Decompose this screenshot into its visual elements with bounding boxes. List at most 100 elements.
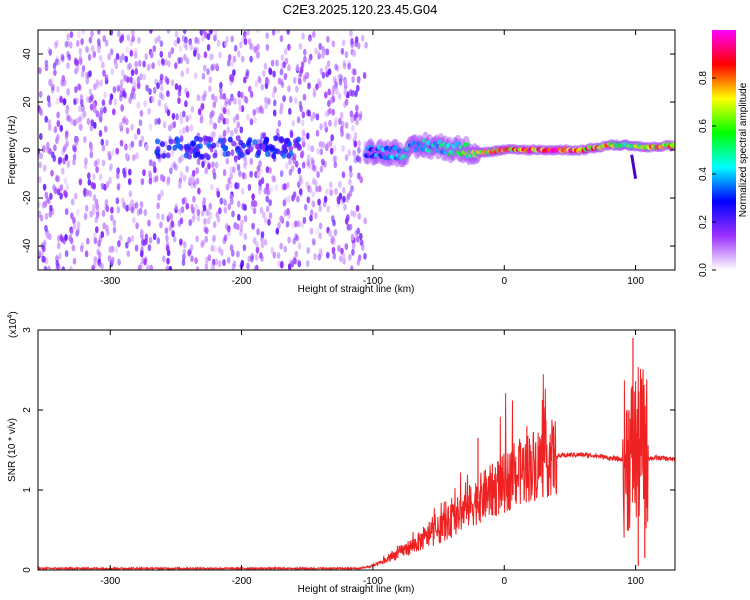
heatmap-noise-cell <box>321 141 326 149</box>
heatmap-noise-cell <box>237 50 241 58</box>
heatmap-noise-cell <box>193 72 198 79</box>
heatmap-noise-cell <box>240 259 245 267</box>
heatmap-band-cell <box>168 138 174 145</box>
heatmap-noise-cell <box>154 78 158 86</box>
heatmap-noise-cell <box>103 183 107 191</box>
heatmap-noise-cell <box>173 39 178 47</box>
heatmap-noise-cell <box>300 119 305 127</box>
heatmap-noise-cell <box>53 144 57 152</box>
heatmap-noise-cell <box>284 57 289 65</box>
heatmap-band-cell <box>192 152 198 159</box>
heatmap-noise-cell <box>192 195 196 203</box>
heatmap-noise-cell <box>240 187 245 195</box>
heatmap-noise-cell <box>89 103 94 111</box>
heatmap-noise-cell <box>326 205 331 213</box>
heatmap-noise-cell <box>156 237 161 245</box>
heatmap-noise-cell <box>98 173 103 181</box>
heatmap-noise-cell <box>289 96 293 103</box>
heatmap-noise-cell <box>197 187 201 195</box>
heatmap-noise-cell <box>327 100 331 107</box>
heatmap-noise-cell <box>249 158 254 165</box>
heatmap-noise-cell <box>125 76 130 84</box>
heatmap-noise-cell <box>174 203 179 211</box>
heatmap-noise-cell <box>247 183 252 191</box>
heatmap-noise-cell <box>237 98 242 106</box>
heatmap-noise-cell <box>338 117 342 125</box>
heatmap-noise-cell <box>42 240 46 248</box>
heatmap-band-cell <box>293 142 299 149</box>
heatmap-noise-cell <box>42 256 46 263</box>
heatmap-noise-cell <box>93 260 97 268</box>
heatmap-noise-cell <box>64 130 69 138</box>
heatmap-noise-cell <box>218 207 222 215</box>
heatmap-noise-cell <box>159 221 163 229</box>
heatmap-noise-cell <box>317 78 321 85</box>
heatmap-band-cell <box>265 145 270 152</box>
heatmap-noise-cell <box>213 245 218 253</box>
heatmap-noise-cell <box>294 233 298 241</box>
heatmap-noise-cell <box>163 102 168 110</box>
heatmap-noise-cell <box>38 249 42 257</box>
heatmap-noise-cell <box>279 170 284 178</box>
heatmap-noise-cell <box>148 177 153 185</box>
heatmap-noise-cell <box>208 76 213 84</box>
heatmap-y-ticks: -40 -20 0 20 40 <box>22 48 675 253</box>
heatmap-noise-cell <box>166 90 170 98</box>
heatmap-noise-cell <box>121 117 126 125</box>
heatmap-noise-cell <box>207 254 212 262</box>
heatmap-noise-cell <box>263 62 268 70</box>
heatmap-noise-cell <box>230 60 234 68</box>
heatmap-noise-cell <box>156 202 160 210</box>
heatmap-noise-cell <box>45 196 50 204</box>
heatmap-noise-cell <box>263 187 268 195</box>
heatmap-noise-cell <box>232 55 237 63</box>
heatmap-noise-cell <box>347 149 352 157</box>
heatmap-noise-cell <box>279 242 283 250</box>
heatmap-noise-cell <box>165 265 170 270</box>
heatmap-noise-cell <box>222 237 227 245</box>
heatmap-noise-cell <box>75 117 79 125</box>
heatmap-noise-cell <box>76 208 80 216</box>
heatmap-noise-cell <box>89 151 94 159</box>
heatmap-noise-cell <box>66 161 71 169</box>
heatmap-noise-cell <box>342 186 346 194</box>
heatmap-noise-cell <box>333 229 338 236</box>
heatmap-noise-cell <box>201 72 206 80</box>
heatmap-noise-cell <box>214 30 218 37</box>
heatmap-noise-cell <box>85 45 89 53</box>
snr-scale-factor: (x104) <box>7 311 19 338</box>
heatmap-noise-cell <box>193 47 197 55</box>
heatmap-noise-cell <box>85 77 90 85</box>
heatmap-noise-cell <box>341 171 346 179</box>
heatmap-noise-cell <box>88 88 93 96</box>
heatmap-noise-cell <box>258 77 262 84</box>
heatmap-noise-cell <box>227 225 231 233</box>
heatmap-noise-cell <box>107 53 111 61</box>
heatmap-noise-cell <box>53 126 58 134</box>
heatmap-noise-cell <box>352 149 357 157</box>
heatmap-noise-cell <box>210 53 214 61</box>
heatmap-noise-cell <box>132 154 136 162</box>
heatmap-noise-cell <box>50 208 55 216</box>
heatmap-noise-cell <box>355 204 360 212</box>
heatmap-noise-cell <box>192 181 197 189</box>
heatmap-noise-cell <box>38 176 42 184</box>
heatmap-noise-cell <box>170 47 175 55</box>
heatmap-noise-cell <box>120 34 125 42</box>
heatmap-noise-cell <box>204 235 208 243</box>
heatmap-noise-cell <box>281 183 286 191</box>
heatmap-noise-cell <box>145 144 149 152</box>
heatmap-noise-cell <box>272 109 277 117</box>
heatmap-noise-cell <box>130 123 134 131</box>
heatmap-noise-cell <box>188 219 192 227</box>
heatmap-noise-cell <box>157 59 161 67</box>
heatmap-noise-cell <box>204 263 209 270</box>
heatmap-noise-cell <box>191 169 196 177</box>
heatmap-noise-cell <box>128 190 133 198</box>
heatmap-noise-cell <box>185 57 190 65</box>
heatmap-x-tick-label: -200 <box>232 276 252 287</box>
heatmap-noise-cell <box>137 36 141 44</box>
heatmap-noise-cell <box>39 214 44 222</box>
heatmap-noise-cell <box>110 214 114 222</box>
heatmap-noise-cell <box>47 100 52 108</box>
